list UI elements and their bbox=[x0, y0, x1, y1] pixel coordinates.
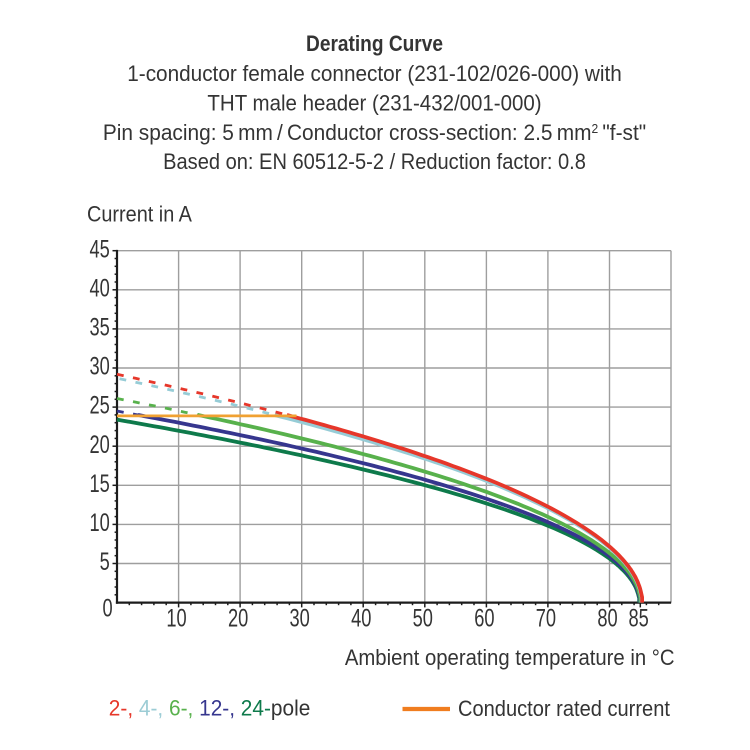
svg-text:2-, 4-, 6-, 12-, 24-pole: 2-, 4-, 6-, 12-, 24-pole bbox=[109, 695, 310, 721]
svg-text:60: 60 bbox=[474, 604, 494, 633]
svg-text:80: 80 bbox=[597, 604, 617, 633]
svg-text:Based on: EN 60512-5-2 / Reduc: Based on: EN 60512-5-2 / Reduction facto… bbox=[163, 149, 586, 174]
svg-text:Pin spacing: 5 mm / Conductor: Pin spacing: 5 mm / Conductor cross-sect… bbox=[103, 119, 646, 145]
svg-text:10: 10 bbox=[166, 604, 186, 633]
svg-text:Ambient operating temperature: Ambient operating temperature in °C bbox=[345, 645, 675, 670]
svg-text:0: 0 bbox=[102, 594, 112, 623]
svg-text:1-conductor female connector (: 1-conductor female connector (231-102/02… bbox=[127, 60, 622, 86]
svg-text:Current in A: Current in A bbox=[87, 202, 193, 226]
svg-text:20: 20 bbox=[228, 604, 248, 633]
svg-text:10: 10 bbox=[90, 508, 110, 537]
svg-text:THT male header (231-432/001-0: THT male header (231-432/001-000) bbox=[207, 90, 541, 115]
svg-text:30: 30 bbox=[290, 604, 310, 633]
svg-text:Derating Curve: Derating Curve bbox=[306, 32, 443, 57]
svg-text:20: 20 bbox=[90, 430, 110, 459]
svg-text:30: 30 bbox=[90, 352, 110, 381]
svg-text:40: 40 bbox=[351, 604, 371, 633]
svg-text:40: 40 bbox=[90, 274, 110, 303]
svg-text:50: 50 bbox=[413, 604, 433, 633]
svg-text:Conductor rated current: Conductor rated current bbox=[458, 696, 670, 721]
svg-text:70: 70 bbox=[536, 604, 556, 633]
svg-text:85: 85 bbox=[629, 604, 649, 633]
svg-text:35: 35 bbox=[90, 313, 110, 342]
svg-text:25: 25 bbox=[90, 391, 110, 420]
svg-text:15: 15 bbox=[90, 469, 110, 498]
svg-text:5: 5 bbox=[100, 547, 110, 576]
svg-text:45: 45 bbox=[90, 234, 110, 263]
